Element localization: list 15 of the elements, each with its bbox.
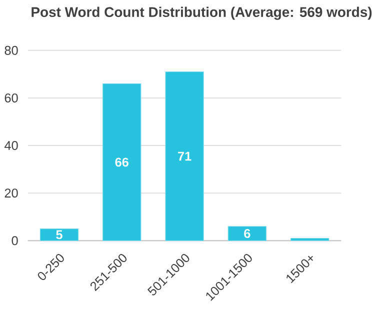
y-tick-label: 40: [4, 141, 18, 150]
bar: [102, 83, 142, 242]
data-label: 6: [244, 229, 250, 238]
bar: [228, 226, 267, 242]
bar: [165, 72, 204, 242]
y-tick-label: 60: [4, 94, 18, 102]
y-tick-label: 80: [4, 46, 18, 55]
data-label: 5: [56, 230, 62, 240]
data-label: 66: [115, 158, 128, 167]
bar: [290, 238, 330, 242]
bar: [40, 228, 79, 242]
chart-title: Post Word Count Distribution (Average: 569 words): [32, 6, 372, 20]
y-tick-label: 0: [12, 236, 18, 246]
y-tick-label: 20: [4, 188, 18, 198]
data-label: 71: [178, 152, 192, 161]
